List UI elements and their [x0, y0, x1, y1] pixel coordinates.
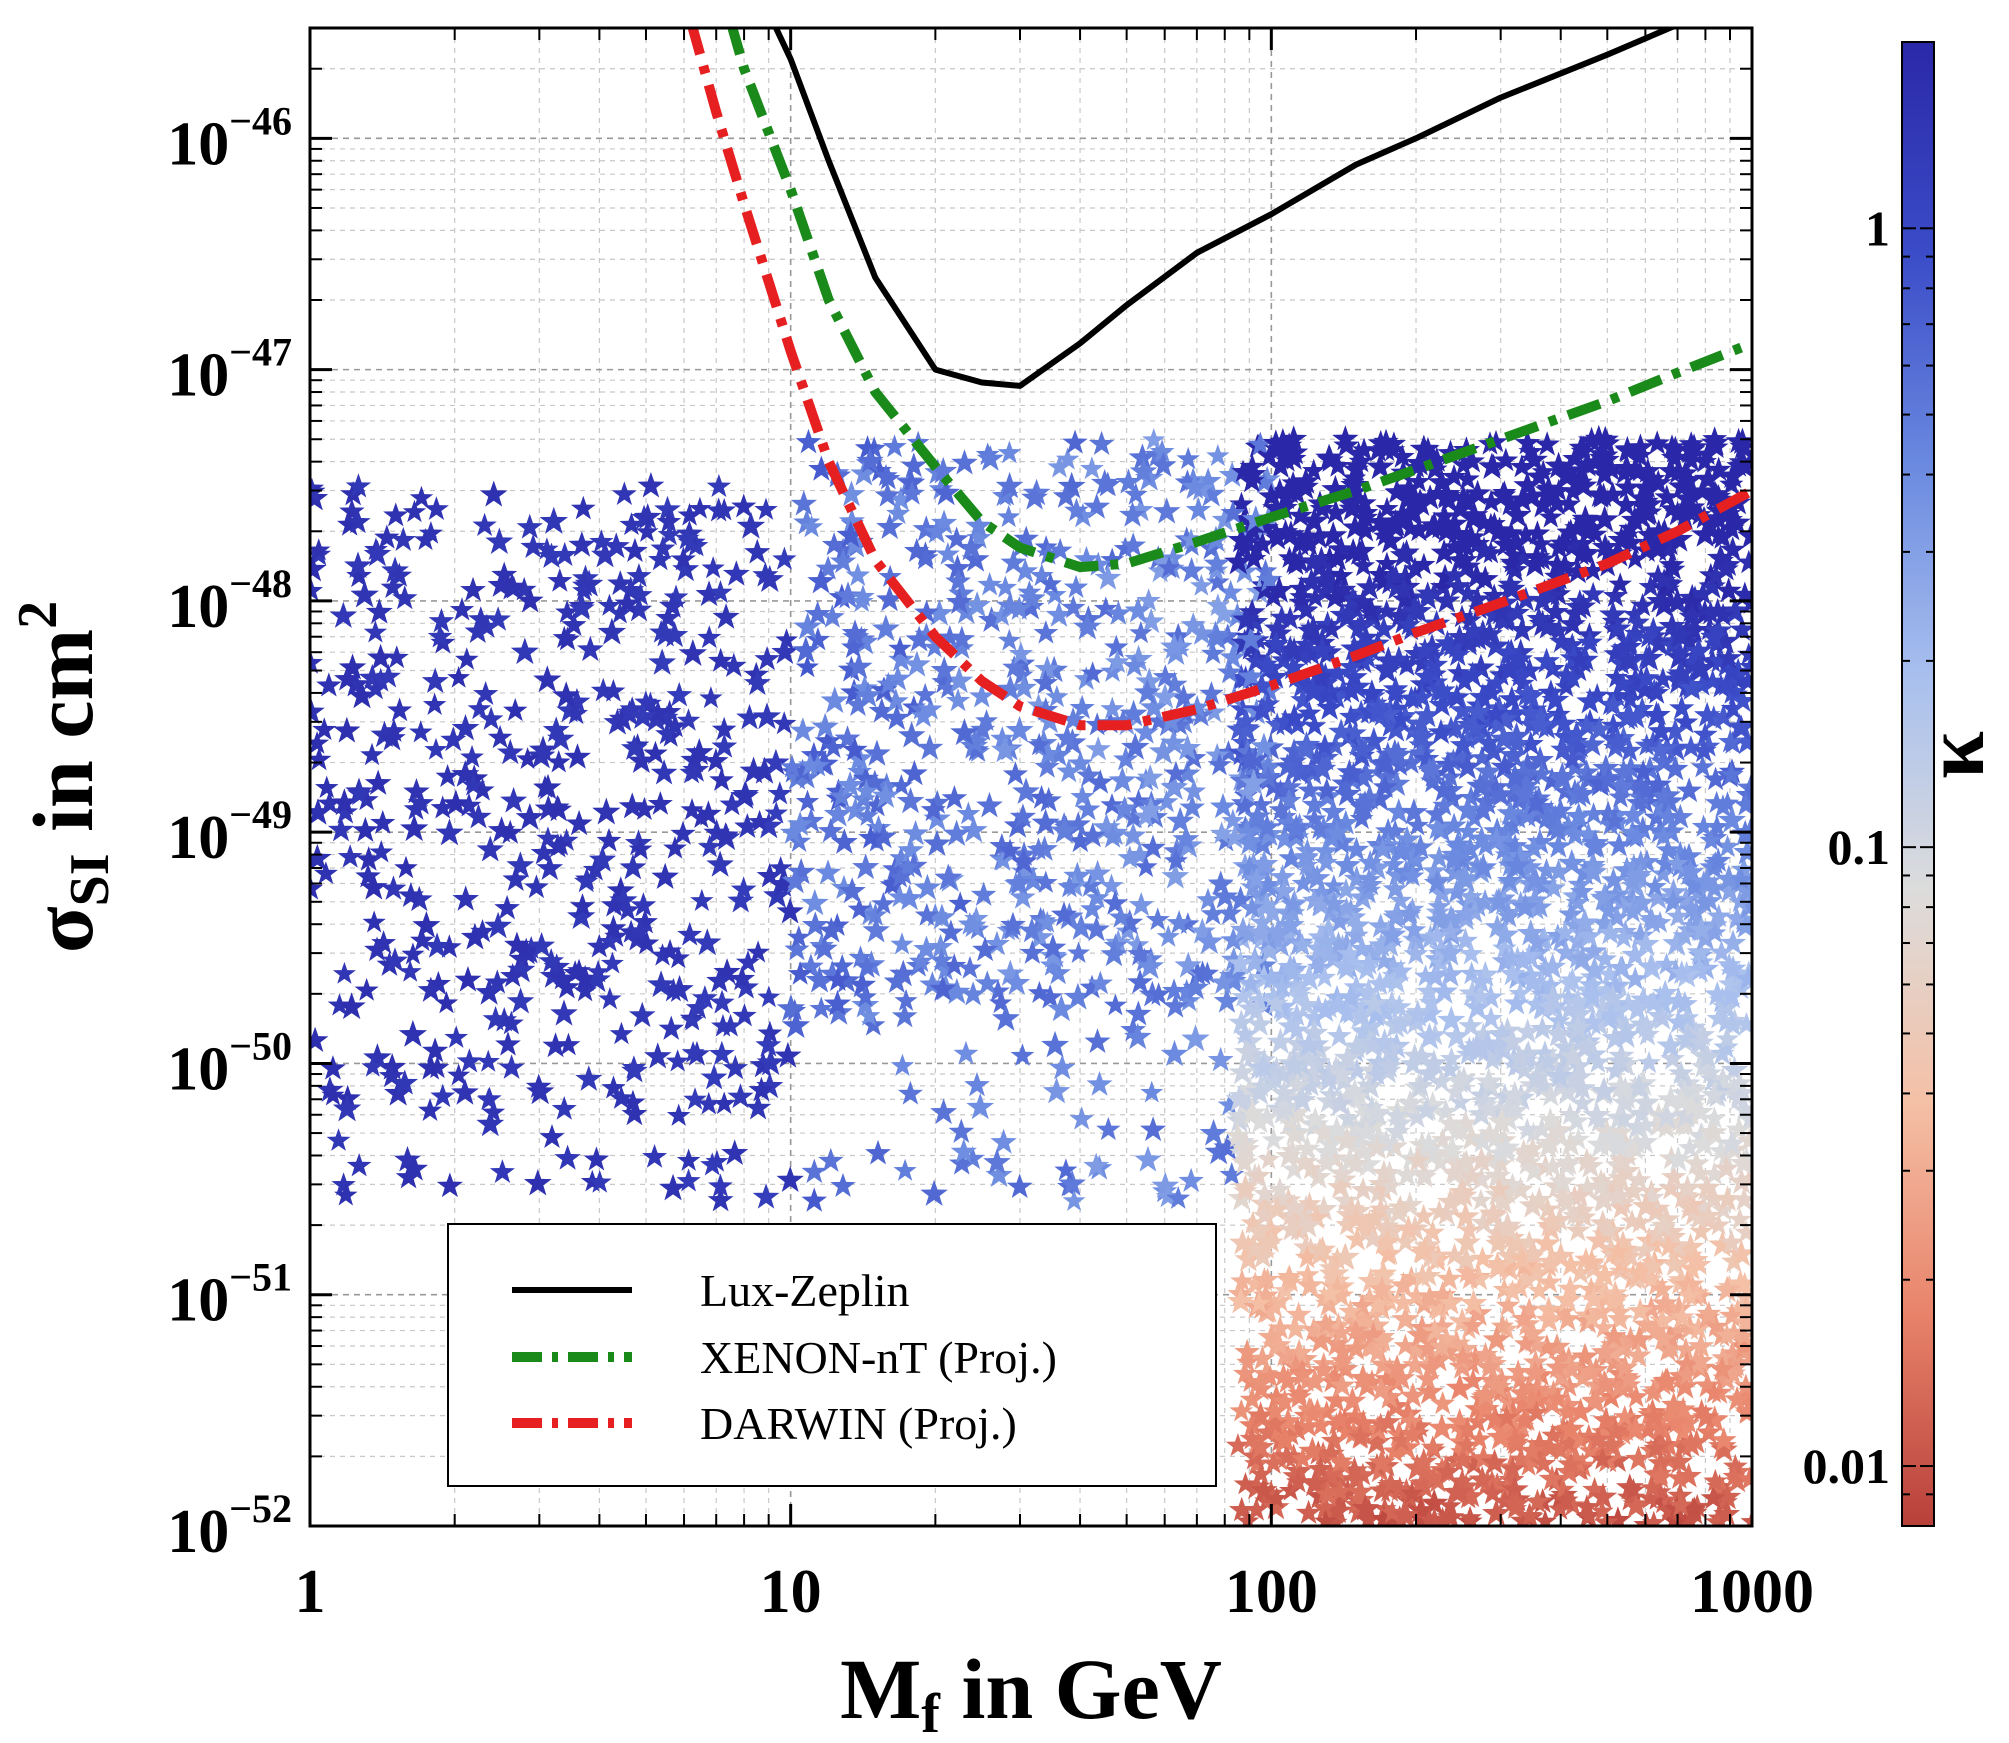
plot-frame — [308, 26, 1754, 1528]
y-tick-label: 10−48 — [167, 561, 292, 641]
curve-lux-zeplin — [772, 28, 1678, 389]
x-axis-label-main: M — [840, 1641, 921, 1737]
y-axis-label-rest: in cm — [15, 629, 111, 854]
colorbar-gradient — [1901, 41, 1935, 1527]
colorbar: 1 0.1 0.01 κ — [1803, 41, 2002, 1527]
y-axis-label: σSI in cm2 — [7, 601, 121, 953]
curve-xenon-nt-proj — [727, 28, 1752, 573]
x-tick-label: 1000 — [1690, 1558, 1814, 1626]
y-tick-label: 10−49 — [167, 792, 292, 872]
colorbar-tick-label: 1 — [1865, 200, 1890, 256]
exclusion-curves — [687, 28, 1752, 731]
y-axis-label-sup: 2 — [7, 601, 69, 629]
y-tick-label: 10−50 — [167, 1023, 292, 1103]
legend-label-xenon-nt: XENON-nT (Proj.) — [700, 1332, 1057, 1383]
x-axis-label: Mf in GeV — [840, 1641, 1222, 1743]
x-axis-label-rest: in GeV — [940, 1641, 1222, 1737]
y-tick-label: 10−51 — [167, 1255, 292, 1335]
y-tick-label: 10−52 — [167, 1486, 292, 1566]
legend-label-darwin: DARWIN (Proj.) — [700, 1398, 1017, 1449]
curve-darwin-proj — [687, 28, 1752, 731]
colorbar-ticks: 1 0.1 0.01 — [1803, 41, 1934, 1527]
y-tick-label: 10−46 — [167, 98, 292, 178]
y-tick-label: 10−47 — [167, 330, 292, 410]
y-axis-label-sub: SI — [59, 853, 121, 906]
y-tick-labels: 10−46 10−47 10−48 10−49 10−50 10−51 10−52 — [167, 98, 292, 1566]
axis-ticks — [308, 27, 1752, 1528]
x-tick-label: 100 — [1225, 1558, 1318, 1626]
colorbar-tick-label: 0.1 — [1828, 819, 1891, 875]
colorbar-label: κ — [1906, 731, 2002, 779]
colorbar-tick-label: 0.01 — [1803, 1438, 1891, 1494]
x-axis-label-sub: f — [921, 1683, 941, 1743]
legend: Lux-Zeplin XENON-nT (Proj.) DARWIN (Proj… — [447, 1223, 1217, 1487]
x-tick-label: 10 — [760, 1558, 822, 1626]
legend-label-lux-zeplin: Lux-Zeplin — [700, 1265, 910, 1316]
y-axis-label-main: σ — [15, 906, 111, 953]
x-tick-labels: 1 10 100 1000 — [295, 1558, 1815, 1626]
x-tick-label: 1 — [295, 1558, 326, 1626]
